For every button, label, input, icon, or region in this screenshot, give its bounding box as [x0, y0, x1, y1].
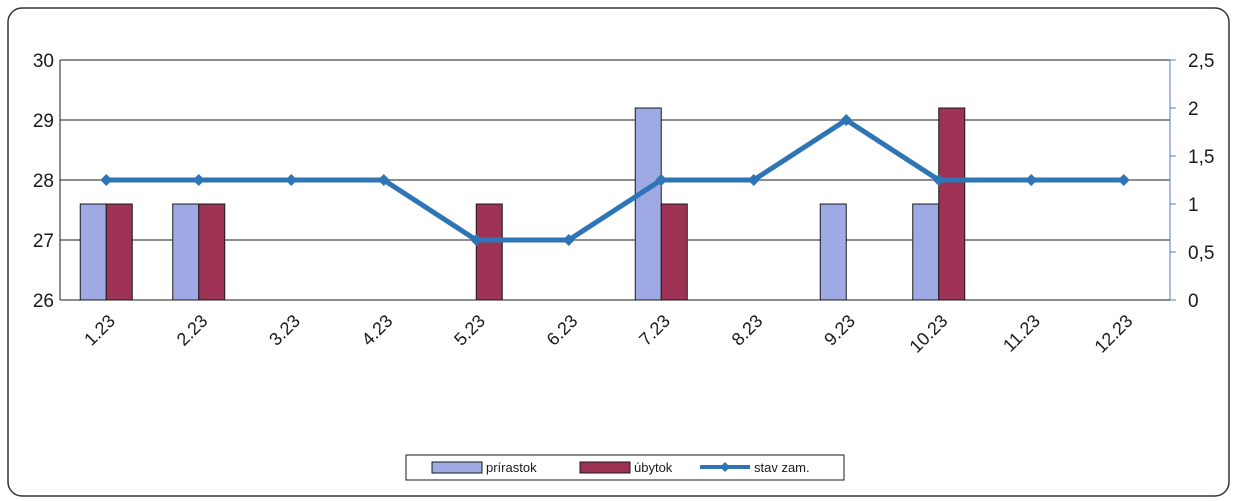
legend-label: úbytok: [634, 460, 673, 475]
line-point-4: [377, 174, 390, 186]
right-tick-label: 0,5: [1188, 243, 1214, 264]
legend-marker: [720, 462, 730, 472]
line-point-9: [840, 114, 853, 126]
bar-prirastok-10: [912, 203, 940, 301]
line-point-5: [470, 234, 483, 246]
bar-ubytok-5: [475, 203, 503, 301]
legend-swatch: [431, 461, 483, 474]
chart-frame: [7, 7, 1230, 497]
bar-prirastok-7: [634, 107, 662, 301]
series-line-stav-zam: [106, 117, 1124, 243]
right-tick-label: 1,5: [1188, 147, 1214, 168]
left-tick-label: 26: [33, 291, 54, 312]
right-tick-label: 2: [1188, 99, 1199, 120]
line-point-8: [747, 174, 760, 186]
bar-prirastok-1: [79, 203, 107, 301]
line-point-1: [100, 174, 113, 186]
bar-ubytok-1: [105, 203, 133, 301]
line-point-7: [655, 174, 668, 186]
bar-prirastok-9: [819, 203, 847, 301]
right-tick-label: 2,5: [1188, 51, 1214, 72]
legend-label: prírastok: [486, 460, 537, 475]
right-tick-label: 1: [1188, 195, 1199, 216]
line-point-6: [562, 234, 575, 246]
bar-ubytok-10: [938, 107, 966, 301]
line-point-11: [1025, 174, 1038, 186]
bar-ubytok-2: [198, 203, 226, 301]
right-tick-label: 0: [1188, 291, 1199, 312]
line-point-10: [932, 174, 945, 186]
left-tick-label: 28: [33, 171, 54, 192]
line-point-12: [1117, 174, 1130, 186]
left-tick-label: 29: [33, 111, 54, 132]
left-tick-label: 30: [33, 51, 54, 72]
line-point-3: [285, 174, 298, 186]
legend-swatch: [579, 461, 631, 474]
left-tick-label: 27: [33, 231, 54, 252]
line-point-2: [192, 174, 205, 186]
bar-prirastok-2: [172, 203, 200, 301]
legend-label: stav zam.: [754, 460, 810, 475]
bar-ubytok-7: [660, 203, 688, 301]
